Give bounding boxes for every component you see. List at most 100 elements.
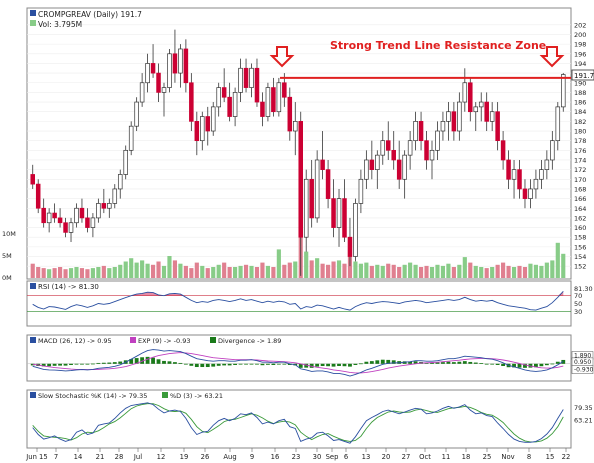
volume-bar <box>424 265 429 278</box>
volume-bar <box>211 267 216 278</box>
stoch-tick-label: 79.35 <box>574 404 593 412</box>
candle-body <box>506 159 511 180</box>
macd-divergence-bar <box>550 363 555 365</box>
candle-body <box>325 169 331 199</box>
rsi-tick-label: 30 <box>574 308 582 316</box>
candle-body <box>364 159 369 180</box>
macd-divergence-bar <box>364 361 369 364</box>
volume-bar <box>222 262 227 278</box>
price-tick-label: 176 <box>574 147 586 155</box>
macd-divergence-bar <box>539 363 544 367</box>
volume-bar <box>342 263 347 278</box>
volume-bar <box>555 242 560 278</box>
volume-bar <box>380 265 385 278</box>
volume-bar <box>118 264 123 278</box>
volume-bar <box>189 268 194 278</box>
macd-divergence-bar <box>544 363 549 366</box>
price-tick-label: 172 <box>574 166 586 174</box>
volume-bar <box>41 268 46 278</box>
macd-divergence-bar <box>287 363 292 365</box>
macd-divergence-bar <box>446 361 451 364</box>
macd-divergence-bar <box>173 362 177 364</box>
volume-bar <box>391 264 396 278</box>
volume-bar <box>68 268 74 278</box>
price-tick-label: 174 <box>574 156 586 164</box>
macd-divergence-bar <box>189 363 194 366</box>
price-tick-label: 200 <box>574 31 586 39</box>
volume-bar <box>326 264 331 278</box>
volume-bar <box>123 261 128 278</box>
candle-body <box>150 63 156 74</box>
candle-body <box>522 188 528 199</box>
candle-body <box>46 212 52 224</box>
volume-bar <box>501 262 506 278</box>
volume-bar <box>331 261 336 278</box>
x-tick-label: Jun 15 <box>25 453 47 461</box>
candle-body <box>473 106 479 113</box>
x-tick-label: 12 <box>157 453 166 461</box>
stoch-k-label: Slow Stochastic %K (14) -> 79.35 <box>38 392 147 400</box>
volume-bar <box>506 265 511 278</box>
exp-label: EXP (9) -> -0.93 <box>138 337 191 345</box>
candle-body <box>249 67 254 88</box>
last-price-label: 191.7 <box>574 72 594 80</box>
macd-divergence-bar <box>479 363 484 364</box>
volume-bar <box>336 260 342 278</box>
macd-divergence-bar <box>260 363 265 366</box>
down-arrow-icon <box>539 46 565 68</box>
volume-bar <box>473 265 478 278</box>
volume-bar <box>457 264 462 278</box>
macd-divergence-bar <box>52 363 57 366</box>
candle-body <box>57 217 63 224</box>
volume-bar <box>533 264 538 278</box>
divergence-label: Divergence -> 1.89 <box>218 337 281 345</box>
candle-body <box>407 140 413 156</box>
volume-bar <box>129 258 134 278</box>
x-tick-label: Oct <box>419 453 431 461</box>
macd-divergence-bar <box>276 363 281 365</box>
rsi-tick-label: 50 <box>574 300 582 308</box>
volume-bar <box>462 257 467 278</box>
volume-bar <box>446 263 451 278</box>
volume-bar <box>265 265 270 278</box>
volume-bar <box>369 265 374 278</box>
candle-body <box>156 72 161 93</box>
candle-body <box>533 178 539 190</box>
volume-bar <box>96 267 101 278</box>
x-tick-label: 27 <box>402 453 411 461</box>
volume-color-icon <box>30 20 36 26</box>
volume-bar <box>309 260 314 278</box>
macd-divergence-bar <box>473 362 478 364</box>
x-tick-label: Nov <box>501 453 514 461</box>
macd-divergence-bar <box>435 362 440 364</box>
candle-body <box>336 198 342 228</box>
volume-bar <box>484 268 489 278</box>
price-tick-label: 170 <box>574 176 586 184</box>
macd-divergence-bar <box>85 363 90 365</box>
volume-bar <box>320 263 325 278</box>
volume-bar <box>63 269 68 278</box>
price-tick-label: 190 <box>574 79 586 87</box>
macd-divergence-bar <box>183 363 188 365</box>
macd-divergence-bar <box>112 362 117 364</box>
volume-bar <box>140 260 145 278</box>
price-tick-label: 198 <box>574 41 586 49</box>
macd-divergence-bar <box>216 363 221 366</box>
volume-bar <box>249 265 254 278</box>
macd-color-icon <box>30 337 36 343</box>
x-tick-label: 19 <box>180 453 189 461</box>
symbol-color-icon <box>30 10 36 16</box>
x-tick-label: Jul <box>133 453 142 461</box>
candle-body <box>309 178 314 219</box>
volume-bar <box>375 264 380 278</box>
volume-tick-label: 5M <box>2 252 12 260</box>
volume-bar <box>205 268 210 278</box>
macd-divergence-bar <box>369 361 374 364</box>
arrow-right <box>539 46 565 68</box>
stoch-k-color-icon <box>30 392 36 398</box>
macd-divergence-bar <box>457 361 462 364</box>
x-tick-label: 28 <box>115 453 124 461</box>
candle-body <box>271 87 276 113</box>
macd-divergence-bar <box>386 359 391 364</box>
